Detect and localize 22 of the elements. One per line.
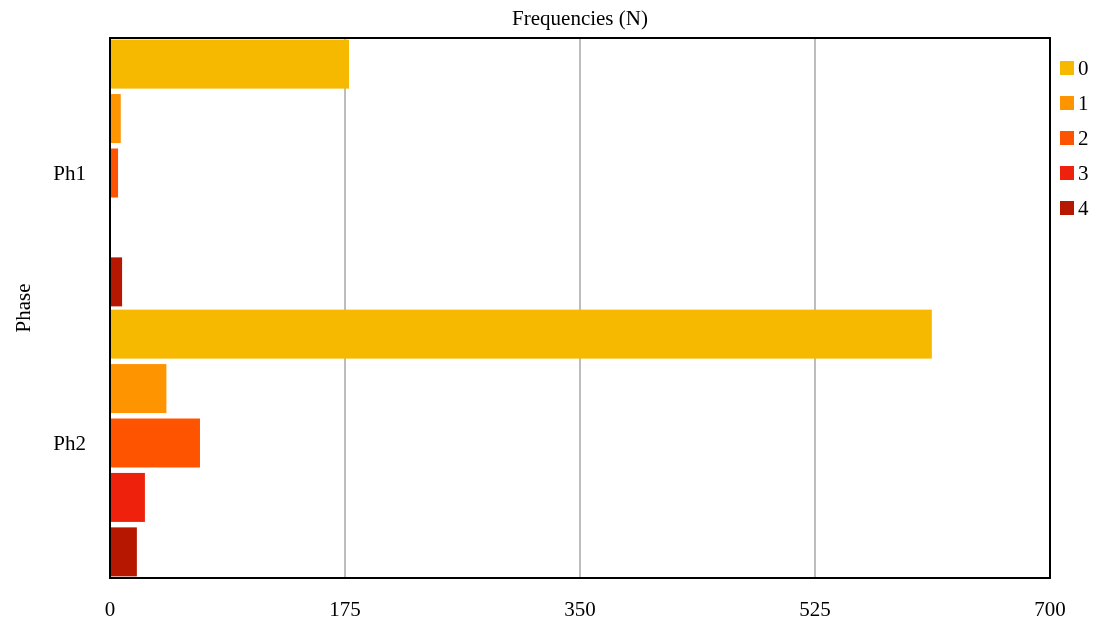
bar bbox=[110, 39, 350, 89]
chart-title: Frequencies (N) bbox=[512, 6, 648, 30]
x-tick-label: 525 bbox=[799, 597, 831, 621]
bar bbox=[110, 94, 121, 144]
x-tick-label: 350 bbox=[564, 597, 596, 621]
legend-label: 2 bbox=[1078, 126, 1089, 150]
bar bbox=[110, 527, 137, 577]
y-tick-label: Ph2 bbox=[53, 431, 86, 455]
x-tick-label: 0 bbox=[104, 597, 116, 621]
bar bbox=[110, 257, 123, 307]
bar bbox=[110, 472, 145, 522]
legend-label: 0 bbox=[1078, 56, 1089, 80]
x-tick-label: 175 bbox=[329, 597, 361, 621]
legend-label: 1 bbox=[1078, 91, 1089, 115]
bar bbox=[110, 364, 167, 414]
x-tick-label: 700 bbox=[1034, 597, 1066, 621]
y-tick-label: Ph1 bbox=[53, 161, 86, 185]
y-axis-title: Phase bbox=[11, 283, 35, 333]
bar bbox=[110, 309, 932, 359]
legend-label: 4 bbox=[1078, 196, 1089, 220]
legend-label: 3 bbox=[1078, 161, 1089, 185]
bar bbox=[110, 418, 200, 468]
